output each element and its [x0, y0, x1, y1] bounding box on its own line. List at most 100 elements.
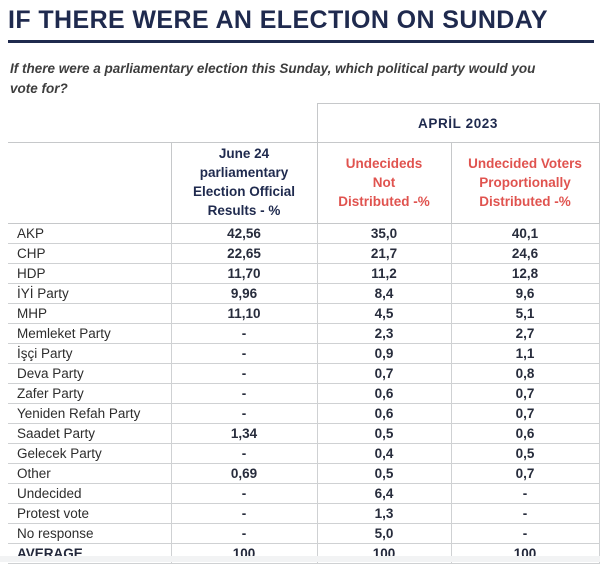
june24-value-cell: -: [170, 323, 317, 345]
undecided-not-value-cell: 4,5: [316, 303, 451, 325]
party-name-cell: Protest vote: [8, 503, 171, 525]
poll-results-table: APRİL 2023 June 24 parliamentary Electio…: [8, 103, 600, 564]
party-name-cell: Saadet Party: [8, 423, 171, 445]
june24-value-cell: -: [170, 483, 317, 505]
undecided-dist-value-cell: 0,6: [450, 423, 600, 445]
table-row: Gelecek Party - 0,4 0,5: [8, 443, 600, 465]
party-name-cell: Memleket Party: [8, 323, 171, 345]
june24-value-cell: -: [170, 343, 317, 365]
undecided-dist-value-cell: -: [450, 483, 600, 505]
undecided-not-value-cell: 1,3: [316, 503, 451, 525]
undecided-not-value-cell: 0,7: [316, 363, 451, 385]
column-header-june24-line: parliamentary: [199, 165, 289, 181]
column-header-june24-line: June 24: [218, 146, 270, 162]
june24-value-cell: 1,34: [170, 423, 317, 445]
undecided-not-value-cell: 21,7: [316, 243, 451, 265]
party-name-cell: İşçi Party: [8, 343, 171, 365]
undecided-dist-value-cell: 1,1: [450, 343, 600, 365]
undecided-not-value-cell: 0,6: [316, 383, 451, 405]
table-row: Zafer Party - 0,6 0,7: [8, 383, 600, 405]
party-name-cell: No response: [8, 523, 171, 545]
column-header-undecideds-not-line: Not: [372, 174, 396, 190]
column-header-undecideds-not-line: Undecideds: [345, 155, 423, 171]
undecided-dist-value-cell: 2,7: [450, 323, 600, 345]
table-row: Other 0,69 0,5 0,7: [8, 463, 600, 485]
column-header-june24: June 24 parliamentary Election Official …: [170, 142, 317, 225]
undecided-dist-value-cell: 0,7: [450, 403, 600, 425]
party-name-cell: MHP: [8, 303, 171, 325]
group-header-row: APRİL 2023: [8, 103, 600, 144]
june24-value-cell: -: [170, 403, 317, 425]
party-name-cell: İYİ Party: [8, 283, 171, 305]
column-header-undecideds-not-line: Distributed -%: [338, 193, 430, 209]
table-row: MHP 11,10 4,5 5,1: [8, 303, 600, 325]
party-name-cell: Undecided: [8, 483, 171, 505]
table-row: CHP 22,65 21,7 24,6: [8, 243, 600, 265]
column-header-undecided-prop-line: Undecided Voters: [468, 155, 582, 171]
column-header-undecided-prop-line: Distributed -%: [479, 193, 571, 209]
undecided-dist-value-cell: 0,8: [450, 363, 600, 385]
undecided-not-value-cell: 35,0: [316, 223, 451, 245]
june24-value-cell: 11,70: [170, 263, 317, 285]
party-name-cell: Zafer Party: [8, 383, 171, 405]
column-header-party: [8, 142, 171, 225]
table-row: Deva Party - 0,7 0,8: [8, 363, 600, 385]
table-row: No response - 5,0 -: [8, 523, 600, 545]
table-row: AKP 42,56 35,0 40,1: [8, 223, 600, 245]
party-name-cell: Other: [8, 463, 171, 485]
undecided-not-value-cell: 8,4: [316, 283, 451, 305]
undecided-dist-value-cell: 5,1: [450, 303, 600, 325]
party-name-cell: Yeniden Refah Party: [8, 403, 171, 425]
undecided-not-value-cell: 5,0: [316, 523, 451, 545]
june24-value-cell: -: [170, 443, 317, 465]
june24-value-cell: 22,65: [170, 243, 317, 265]
party-name-cell: Deva Party: [8, 363, 171, 385]
column-header-row: June 24 parliamentary Election Official …: [8, 142, 600, 225]
table-row: HDP 11,70 11,2 12,8: [8, 263, 600, 285]
table-row: Undecided - 6,4 -: [8, 483, 600, 505]
undecided-dist-value-cell: 0,7: [450, 383, 600, 405]
table-row: İYİ Party 9,96 8,4 9,6: [8, 283, 600, 305]
undecided-dist-value-cell: -: [450, 523, 600, 545]
column-header-undecideds-not-distributed: Undecideds Not Distributed -%: [316, 142, 451, 225]
column-header-undecided-prop-line: Proportionally: [479, 174, 571, 190]
undecided-dist-value-cell: 0,5: [450, 443, 600, 465]
undecided-not-value-cell: 0,5: [316, 423, 451, 445]
june24-value-cell: -: [170, 523, 317, 545]
column-header-june24-line: Election Official: [192, 184, 296, 200]
june24-value-cell: 0,69: [170, 463, 317, 485]
page-title: IF THERE WERE AN ELECTION ON SUNDAY: [8, 6, 594, 43]
group-header-blank-cell: [8, 104, 317, 143]
undecided-not-value-cell: 2,3: [316, 323, 451, 345]
table-row: Protest vote - 1,3 -: [8, 503, 600, 525]
june24-value-cell: 42,56: [170, 223, 317, 245]
party-name-cell: Gelecek Party: [8, 443, 171, 465]
undecided-not-value-cell: 0,6: [316, 403, 451, 425]
party-name-cell: CHP: [8, 243, 171, 265]
june24-value-cell: 9,96: [170, 283, 317, 305]
undecided-dist-value-cell: 0,7: [450, 463, 600, 485]
group-header-april-2023: APRİL 2023: [316, 103, 600, 144]
undecided-dist-value-cell: -: [450, 503, 600, 525]
column-header-june24-line: Results - %: [207, 203, 281, 219]
table-row: Memleket Party - 2,3 2,7: [8, 323, 600, 345]
june24-value-cell: 11,10: [170, 303, 317, 325]
party-name-cell: HDP: [8, 263, 171, 285]
undecided-not-value-cell: 6,4: [316, 483, 451, 505]
undecided-not-value-cell: 0,9: [316, 343, 451, 365]
undecided-dist-value-cell: 9,6: [450, 283, 600, 305]
undecided-not-value-cell: 11,2: [316, 263, 451, 285]
undecided-dist-value-cell: 40,1: [450, 223, 600, 245]
undecided-dist-value-cell: 12,8: [450, 263, 600, 285]
undecided-dist-value-cell: 24,6: [450, 243, 600, 265]
survey-question: If there were a parliamentary election t…: [10, 60, 536, 96]
june24-value-cell: -: [170, 383, 317, 405]
column-header-undecided-proportionally-distributed: Undecided Voters Proportionally Distribu…: [450, 142, 600, 225]
june24-value-cell: -: [170, 503, 317, 525]
party-name-cell: AKP: [8, 223, 171, 245]
table-row: Yeniden Refah Party - 0,6 0,7: [8, 403, 600, 425]
undecided-not-value-cell: 0,5: [316, 463, 451, 485]
june24-value-cell: -: [170, 363, 317, 385]
undecided-not-value-cell: 0,4: [316, 443, 451, 465]
